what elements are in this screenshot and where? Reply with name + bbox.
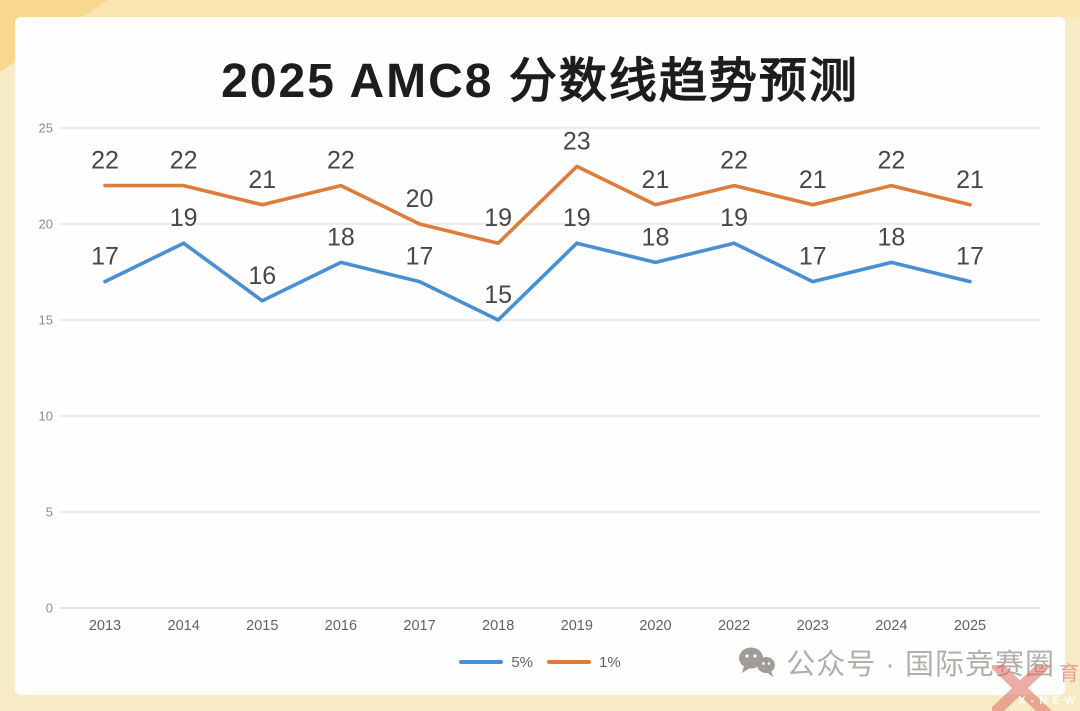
x-logo-icon [992, 665, 1052, 711]
data-label: 22 [720, 147, 748, 175]
data-label: 17 [91, 243, 119, 271]
data-label: 19 [720, 204, 748, 232]
x-tick-label: 2019 [561, 618, 593, 634]
y-tick-label: 10 [39, 409, 53, 424]
corner-logo-cn-text: 育 [1059, 663, 1079, 685]
legend-item-5percent: 5% [459, 654, 533, 671]
data-label: 20 [406, 185, 434, 213]
y-axis-labels: 0 5 10 15 20 25 [39, 121, 53, 616]
y-tick-label: 0 [46, 601, 53, 616]
x-tick-label: 2017 [403, 618, 435, 634]
data-labels-5%: 17 19 16 18 17 15 19 18 19 17 18 17 [91, 204, 984, 309]
x-tick-label: 2024 [875, 618, 907, 634]
data-label: 21 [956, 166, 984, 194]
y-tick-label: 5 [46, 505, 53, 520]
x-tick-label: 2015 [246, 618, 278, 634]
top-band-decoration [0, 0, 1080, 17]
legend-line-blue-icon [459, 660, 504, 664]
x-tick-label: 2020 [639, 618, 671, 634]
legend-item-1percent: 1% [547, 654, 621, 671]
series-line-1% [103, 164, 972, 245]
legend-line-orange-icon [547, 660, 591, 664]
data-label: 18 [642, 223, 670, 251]
data-label: 19 [484, 204, 512, 232]
legend-label-5percent: 5% [511, 653, 533, 671]
data-label: 17 [406, 243, 434, 271]
corner-logo-watermark: 育 X-NEW [992, 655, 1080, 711]
x-tick-label: 2023 [797, 618, 829, 634]
x-tick-label: 2025 [954, 618, 986, 634]
chart-card: 2025 AMC8 分数线趋势预测 0 5 10 15 20 25 2013 2014 2015… [15, 17, 1065, 695]
corner-logo-en-text: X-NEW [1018, 695, 1080, 707]
y-tick-label: 20 [39, 217, 53, 232]
data-label: 23 [563, 127, 591, 155]
x-tick-label: 2018 [482, 618, 514, 634]
y-tick-label: 15 [39, 313, 53, 328]
data-label: 18 [327, 223, 355, 251]
x-tick-label: 2013 [89, 618, 121, 634]
data-label: 17 [799, 243, 827, 271]
data-label: 22 [327, 147, 355, 175]
x-tick-label: 2022 [718, 618, 750, 634]
data-label: 16 [248, 262, 276, 290]
data-label: 22 [877, 147, 905, 175]
x-axis-labels: 2013 2014 2015 2016 2017 2018 2019 2020 2022 2023… [89, 618, 986, 634]
wechat-icon [739, 647, 776, 677]
data-label: 21 [642, 166, 670, 194]
legend-label-1percent: 1% [599, 653, 621, 671]
x-tick-label: 2016 [325, 618, 357, 634]
data-label: 22 [91, 147, 119, 175]
data-label: 17 [956, 243, 984, 271]
chart-legend: 5% 1% [15, 653, 1065, 671]
data-label: 21 [799, 166, 827, 194]
data-label: 19 [563, 204, 591, 232]
data-label: 21 [248, 166, 276, 194]
data-label: 19 [170, 204, 198, 232]
data-label: 15 [484, 281, 512, 309]
data-label: 22 [170, 147, 198, 175]
y-tick-label: 25 [39, 121, 53, 136]
x-tick-label: 2014 [168, 618, 200, 634]
data-label: 18 [877, 223, 905, 251]
data-labels-1%: 22 22 21 22 20 19 23 21 22 21 22 21 [91, 127, 984, 232]
chart-title: 2025 AMC8 分数线趋势预测 [221, 55, 859, 108]
series-line-5% [103, 241, 972, 322]
gridlines-group [60, 127, 1040, 609]
